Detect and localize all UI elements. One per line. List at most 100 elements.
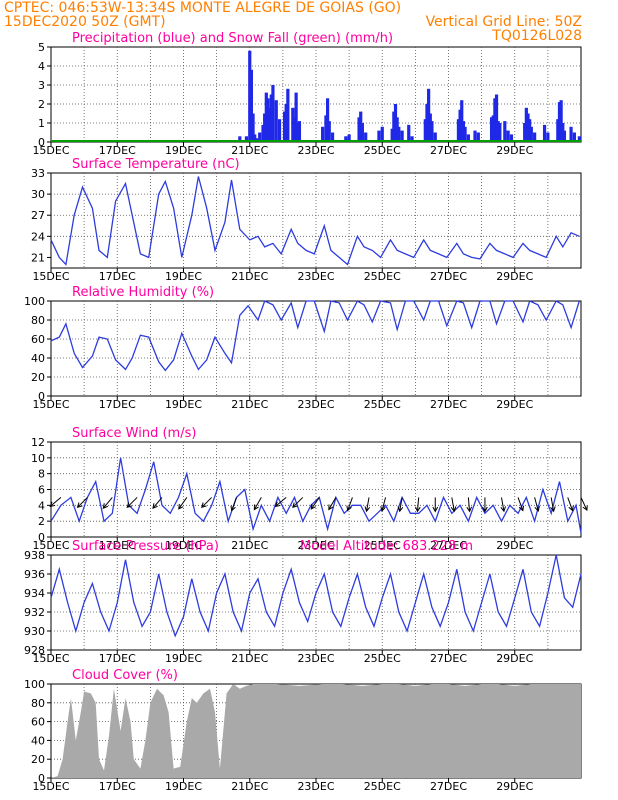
precip-bar (258, 132, 262, 142)
y-tick-label: 3 (38, 79, 45, 92)
precip-bar (284, 104, 288, 142)
wind-arrow (328, 497, 337, 510)
precip-bar (360, 123, 364, 142)
precip-bar (556, 119, 560, 142)
precip-bar (562, 130, 567, 142)
precip-bar (559, 100, 563, 142)
x-tick-label: 19DEC (165, 270, 202, 283)
wind-arrow (231, 497, 237, 511)
x-tick-label: 17DEC (99, 652, 136, 665)
wind-arrow (102, 497, 113, 509)
y-tick-label: 12 (31, 436, 45, 449)
precip-bar (542, 124, 547, 142)
precip-bar (506, 130, 510, 142)
precip-bar (292, 117, 297, 142)
x-tick-label: 27DEC (430, 780, 467, 793)
wind-arrow-head (500, 506, 507, 513)
y-tick-label: 2 (38, 515, 45, 528)
precip-bar (493, 98, 497, 142)
y-tick-label: 932 (24, 606, 45, 619)
x-tick-label: 25DEC (364, 144, 401, 157)
x-tick-label: 29DEC (496, 652, 533, 665)
wind-arrow (381, 497, 387, 512)
panel-frame (50, 300, 582, 397)
precip-bar (249, 69, 254, 142)
precip-bar (330, 132, 335, 142)
wind-arrow (580, 497, 588, 511)
wind-arrow-head (568, 505, 574, 512)
y-tick-label: 100 (24, 295, 45, 308)
y-tick-label: 6 (38, 484, 45, 497)
x-tick-label: 27DEC (430, 144, 467, 157)
x-tick-label: 27DEC (430, 652, 467, 665)
wind-arrow-head (397, 506, 404, 513)
precip-bar (491, 115, 495, 142)
wind-arrow-head (466, 506, 473, 513)
panel-frame (50, 172, 582, 269)
x-tick-label: 23DEC (297, 780, 334, 793)
precip-bar (324, 115, 328, 142)
wind-arrow (399, 497, 403, 512)
x-tick-label: 25DEC (364, 780, 401, 793)
panel-title: Surface Wind (m/s) (72, 426, 196, 441)
x-tick-label: 25DEC (364, 270, 401, 283)
wind-arrow-head (230, 505, 236, 512)
wind-arrow-head (364, 506, 371, 513)
precip-bar (528, 119, 532, 142)
precip-bar (251, 113, 255, 142)
wind-arrow (517, 497, 524, 511)
x-tick-label: 23DEC (297, 144, 334, 157)
wind-arrow-head (432, 506, 439, 513)
wind-arrow-head (292, 502, 298, 509)
precip-bar (325, 98, 330, 142)
panel-title: Precipitation (blue) and Snow Fall (gree… (72, 31, 393, 46)
y-tick-label: 930 (24, 625, 45, 638)
precip-bar (546, 132, 550, 142)
precip-bar (460, 100, 464, 142)
precip-bar (456, 119, 461, 142)
x-tick-label: 29DEC (496, 780, 533, 793)
precip-bar (327, 121, 331, 142)
x-tick-label: 25DEC (364, 398, 401, 411)
precip-bar (261, 124, 265, 142)
wind-arrow-head (582, 505, 588, 512)
precip-bar (509, 134, 514, 142)
wind-arrow-head (518, 505, 525, 512)
precip-bar (380, 126, 384, 142)
y-tick-label: 4 (38, 499, 45, 512)
wind-arrow-head (49, 501, 56, 508)
wind-arrow-head (450, 506, 457, 513)
y-tick-label: 27 (31, 209, 45, 222)
wind-arrow-head (152, 503, 158, 509)
y-tick-label: 100 (24, 678, 45, 691)
precip-bar (476, 132, 480, 142)
precip-bar (393, 104, 398, 142)
precip-bar (274, 100, 278, 142)
y-tick-label: 5 (38, 41, 45, 54)
header-title: CPTEC: 046:53W-13:34S MONTE ALEGRE DE GO… (4, 0, 402, 16)
wind-arrow (501, 497, 505, 512)
y-tick-label: 30 (31, 188, 45, 201)
precip-bar (428, 113, 432, 142)
precip-bar (489, 117, 494, 142)
wind-arrow-head (102, 503, 109, 509)
precip-bar (277, 119, 282, 142)
precip-bar (577, 136, 581, 142)
y-tick-label: 0 (38, 772, 45, 785)
x-tick-label: 17DEC (99, 539, 136, 552)
x-tick-label: 17DEC (99, 398, 136, 411)
y-tick-label: 40 (31, 734, 45, 747)
x-tick-label: 19DEC (165, 144, 202, 157)
wind-arrow-head (76, 502, 83, 509)
precip-bar (461, 121, 466, 142)
precip-bar (344, 136, 348, 142)
wind-arrow-head (346, 505, 352, 512)
precip-bar (395, 117, 399, 142)
x-tick-label: 23DEC (297, 270, 334, 283)
y-tick-label: 80 (31, 697, 45, 710)
x-tick-label: 23DEC (297, 539, 334, 552)
y-tick-label: 33 (31, 167, 45, 180)
precip-bar (271, 85, 275, 142)
precip-bar (364, 132, 368, 142)
